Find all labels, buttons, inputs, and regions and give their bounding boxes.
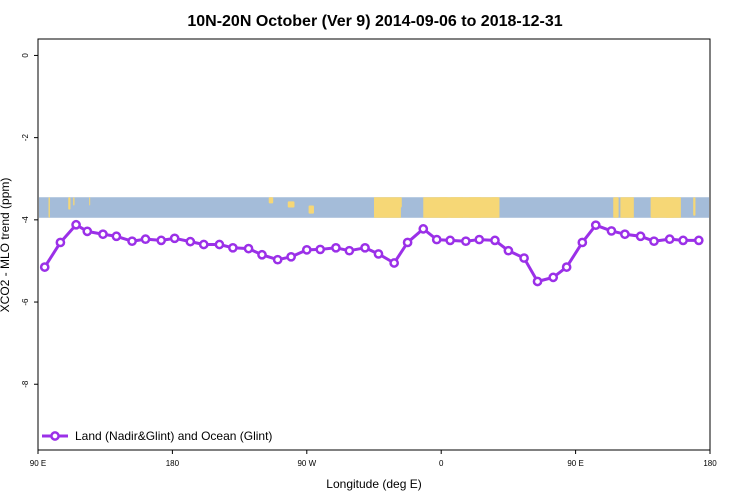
data-point bbox=[590, 220, 601, 231]
y-tick-label: -4 bbox=[21, 216, 30, 224]
chart-title: 10N-20N October (Ver 9) 2014-09-06 to 20… bbox=[187, 13, 562, 30]
data-point bbox=[98, 229, 108, 240]
data-point bbox=[577, 237, 588, 248]
data-point bbox=[678, 235, 688, 246]
y-axis: 0 -2 -4 -6 -8 bbox=[21, 53, 38, 388]
x-tick-label: 90 E bbox=[567, 459, 583, 468]
data-point bbox=[286, 251, 296, 262]
data-point bbox=[111, 231, 122, 242]
data-point bbox=[503, 245, 514, 256]
map-land bbox=[89, 197, 91, 206]
legend: Land (Nadir&Glint) and Ocean (Glint) bbox=[42, 429, 272, 443]
x-tick-label: 90 E bbox=[30, 459, 46, 468]
data-point bbox=[82, 226, 93, 237]
map-land bbox=[613, 197, 619, 218]
data-point bbox=[360, 242, 370, 253]
y-tick-label: -8 bbox=[21, 380, 30, 388]
data-point bbox=[344, 245, 355, 256]
data-point bbox=[620, 229, 630, 240]
data-point bbox=[649, 236, 659, 247]
x-axis-label: Longitude (deg E) bbox=[326, 477, 421, 491]
x-tick-label: 180 bbox=[166, 459, 180, 468]
map-land bbox=[268, 197, 274, 204]
data-point bbox=[606, 226, 617, 236]
data-point bbox=[185, 236, 196, 247]
data-point bbox=[460, 236, 471, 247]
data-point bbox=[228, 242, 238, 253]
legend-marker-swatch bbox=[50, 431, 60, 441]
series-line bbox=[43, 223, 699, 283]
x-axis: 90 E 180 90 W 0 90 E 180 bbox=[30, 450, 717, 468]
data-point bbox=[301, 244, 312, 255]
map-land bbox=[287, 201, 295, 208]
data-point bbox=[198, 239, 209, 250]
map-strip bbox=[39, 197, 709, 218]
data-point bbox=[693, 235, 704, 246]
map-land bbox=[374, 197, 401, 218]
data-point bbox=[532, 276, 543, 287]
data-point bbox=[389, 258, 400, 268]
y-axis-label: XCO2 - MLO trend (ppm) bbox=[0, 178, 12, 313]
data-point bbox=[55, 237, 66, 248]
data-point bbox=[127, 236, 137, 247]
data-point bbox=[561, 262, 572, 272]
data-point bbox=[474, 234, 485, 245]
data-point bbox=[635, 231, 646, 242]
data-point bbox=[519, 253, 529, 263]
data-point bbox=[331, 242, 341, 253]
y-tick-label: -2 bbox=[21, 134, 30, 142]
x-tick-label: 180 bbox=[703, 459, 717, 468]
data-point bbox=[490, 235, 500, 246]
map-land bbox=[693, 197, 696, 216]
map-land bbox=[620, 197, 634, 218]
data-point bbox=[257, 249, 267, 260]
data-point bbox=[315, 244, 326, 255]
data-point bbox=[71, 219, 81, 230]
map-land bbox=[308, 205, 314, 214]
map-land bbox=[48, 197, 50, 218]
data-point bbox=[402, 237, 413, 248]
data-point bbox=[140, 234, 151, 245]
data-point bbox=[169, 233, 180, 244]
x-tick-label: 0 bbox=[439, 459, 444, 468]
data-point bbox=[431, 234, 442, 245]
data-point bbox=[373, 249, 384, 259]
data-point bbox=[243, 243, 254, 254]
data-point bbox=[39, 262, 50, 272]
data-point bbox=[214, 239, 225, 250]
data-point bbox=[445, 235, 456, 246]
series-layer bbox=[39, 219, 704, 287]
x-tick-label: 90 W bbox=[297, 459, 316, 468]
data-point bbox=[272, 254, 283, 265]
legend-label: Land (Nadir&Glint) and Ocean (Glint) bbox=[75, 429, 272, 443]
map-land bbox=[68, 197, 71, 210]
data-point bbox=[548, 272, 559, 283]
data-point bbox=[156, 235, 167, 246]
map-land bbox=[651, 197, 681, 218]
map-land bbox=[423, 197, 500, 218]
y-tick-label: -6 bbox=[21, 298, 30, 306]
data-point bbox=[664, 234, 675, 245]
data-point bbox=[418, 224, 429, 234]
map-land bbox=[73, 197, 75, 206]
plot-frame bbox=[37, 38, 711, 451]
y-tick-label: 0 bbox=[21, 53, 30, 58]
